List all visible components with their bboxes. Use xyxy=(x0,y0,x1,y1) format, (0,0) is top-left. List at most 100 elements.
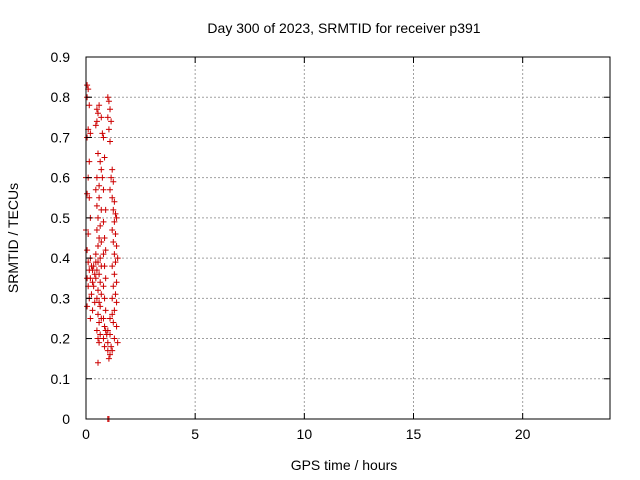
data-point xyxy=(104,94,111,101)
data-point xyxy=(92,275,99,282)
y-tick-label: 0.9 xyxy=(51,49,71,65)
data-point xyxy=(107,351,114,358)
data-point xyxy=(100,186,107,193)
data-point xyxy=(93,118,100,125)
data-point xyxy=(105,126,112,133)
data-point xyxy=(96,299,103,306)
data-point xyxy=(111,307,118,314)
y-tick-label: 0.6 xyxy=(51,170,71,186)
data-point xyxy=(92,251,99,258)
data-point xyxy=(102,307,109,314)
data-point xyxy=(93,202,100,209)
data-point xyxy=(86,158,93,165)
data-point xyxy=(97,279,104,286)
data-point xyxy=(102,206,109,213)
data-point xyxy=(114,339,121,346)
data-point xyxy=(108,174,115,181)
data-point xyxy=(95,243,102,250)
y-tick-labels: 0 0.1 0.2 0.3 0.4 0.5 0.6 0.7 0.8 0.9 xyxy=(51,49,71,427)
y-tick-label: 0.5 xyxy=(51,210,71,226)
data-point xyxy=(108,343,115,350)
y-tick-label: 0.8 xyxy=(51,89,71,105)
data-point xyxy=(114,255,121,262)
data-point xyxy=(98,291,105,298)
data-point xyxy=(111,251,118,258)
data-point xyxy=(98,114,105,121)
data-point xyxy=(87,275,94,282)
data-point xyxy=(95,110,102,117)
data-point xyxy=(101,343,108,350)
data-point xyxy=(111,271,118,278)
y-tick-label: 0.3 xyxy=(51,290,71,306)
data-point xyxy=(112,230,119,237)
data-point xyxy=(97,331,104,338)
data-point xyxy=(96,182,103,189)
data-point xyxy=(112,291,119,298)
data-point xyxy=(99,174,106,181)
data-point xyxy=(100,251,107,258)
data-point xyxy=(95,150,102,157)
data-point xyxy=(102,247,109,254)
data-point xyxy=(101,263,108,270)
data-point xyxy=(84,303,91,310)
data-point xyxy=(97,303,104,310)
data-point xyxy=(97,158,104,165)
data-point xyxy=(109,347,116,354)
data-point xyxy=(113,214,120,221)
data-point xyxy=(98,239,105,246)
data-point xyxy=(102,275,109,282)
axis-ticks xyxy=(85,56,610,420)
data-point xyxy=(100,134,107,141)
data-point xyxy=(113,243,120,250)
data-point xyxy=(110,239,117,246)
data-point xyxy=(96,339,103,346)
y-tick-label: 0.4 xyxy=(51,250,71,266)
data-point xyxy=(105,355,112,362)
data-point xyxy=(93,267,100,274)
data-point xyxy=(96,271,103,278)
chart-title: Day 300 of 2023, SRMTID for receiver p39… xyxy=(207,20,480,36)
data-point xyxy=(113,279,120,286)
y-tick-label: 0 xyxy=(62,411,70,427)
data-point xyxy=(95,311,102,318)
data-point xyxy=(96,319,103,326)
data-point xyxy=(101,235,108,241)
plot-frame xyxy=(85,56,611,420)
data-point xyxy=(109,166,116,173)
data-point xyxy=(100,218,107,225)
data-point xyxy=(93,295,100,302)
data-point xyxy=(111,198,118,205)
data-point xyxy=(84,190,91,197)
data-point xyxy=(113,323,120,330)
data-point xyxy=(95,214,102,221)
data-point xyxy=(95,287,102,294)
data-point xyxy=(111,218,118,225)
data-point xyxy=(96,235,103,241)
data-point xyxy=(86,194,93,201)
data-point xyxy=(93,327,100,334)
data-point xyxy=(92,186,99,193)
data-point xyxy=(84,82,91,89)
data-point xyxy=(96,102,103,109)
data-point xyxy=(98,166,105,173)
data-point xyxy=(101,154,108,161)
data-point xyxy=(96,194,103,201)
data-point xyxy=(95,359,102,366)
data-point xyxy=(104,339,111,346)
data-point xyxy=(112,210,119,217)
data-point xyxy=(100,335,107,342)
data-point xyxy=(90,263,97,270)
data-point xyxy=(101,295,108,302)
y-axis-label: SRMTID / TECUs xyxy=(5,183,21,293)
data-point xyxy=(99,130,106,137)
x-tick-label: 0 xyxy=(82,426,90,442)
data-point xyxy=(111,335,118,342)
data-point xyxy=(93,226,100,233)
data-point xyxy=(97,222,104,229)
data-point xyxy=(92,122,99,129)
data-point xyxy=(110,319,117,326)
x-tick-label: 15 xyxy=(406,426,422,442)
data-point xyxy=(107,106,114,113)
data-point xyxy=(104,114,111,121)
data-point xyxy=(109,194,116,201)
